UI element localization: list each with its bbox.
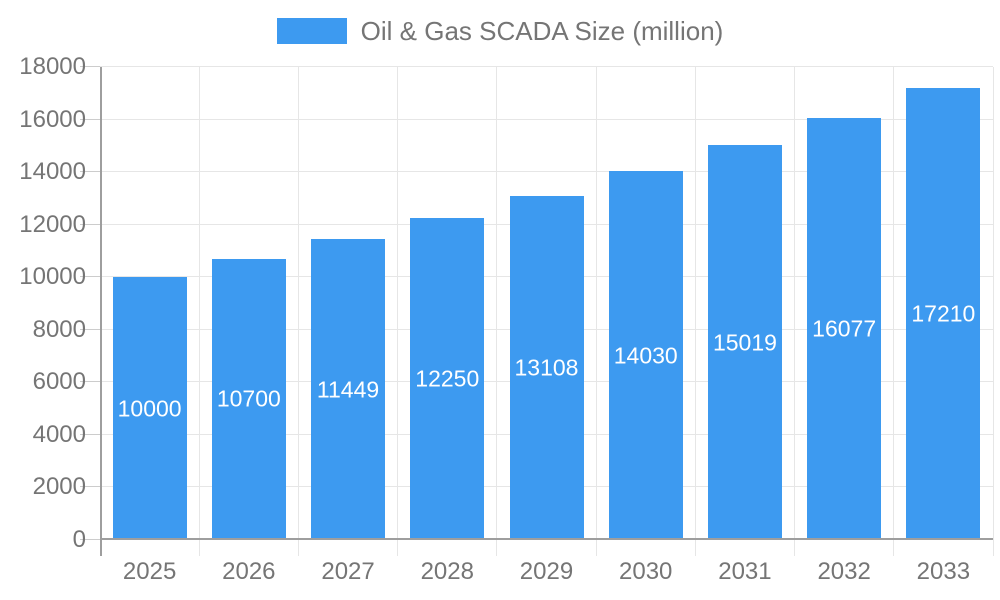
y-axis-tick [80, 381, 100, 383]
y-axis-label: 2000 [32, 473, 86, 501]
x-axis-label: 2033 [916, 558, 971, 585]
bar-value-label: 15019 [712, 329, 777, 356]
y-axis-label: 16000 [19, 105, 86, 133]
bar-2025[interactable]: 10000 [112, 277, 187, 540]
y-axis-line [100, 67, 102, 556]
bar-2029[interactable]: 13108 [509, 195, 584, 540]
bar-value-label: 10000 [117, 395, 182, 422]
gridline-vertical [694, 67, 696, 556]
bar-value-label: 10700 [216, 385, 281, 412]
gridline-horizontal [100, 118, 993, 120]
gridline-vertical [297, 67, 299, 556]
bar-2028[interactable]: 12250 [410, 218, 485, 540]
gridline-vertical [595, 67, 597, 556]
bar-2031[interactable]: 15019 [707, 145, 782, 540]
y-axis-tick [80, 171, 100, 173]
y-axis-label: 8000 [32, 315, 86, 343]
x-axis-label: 2027 [321, 558, 375, 585]
bar-value-label: 16077 [812, 315, 877, 342]
legend-swatch [276, 18, 347, 44]
x-axis-label: 2031 [718, 558, 772, 585]
gridline-vertical [794, 67, 796, 556]
gridline-vertical [992, 67, 994, 556]
y-axis-tick [80, 223, 100, 225]
y-axis-tick [80, 66, 100, 67]
y-axis-tick [80, 118, 100, 120]
x-axis-label: 2026 [222, 558, 276, 585]
y-axis-tick [80, 486, 100, 488]
legend-label: Oil & Gas SCADA Size (million) [360, 16, 724, 46]
y-axis-label: 4000 [32, 420, 86, 448]
x-axis-label: 2025 [122, 558, 177, 585]
chart-legend: Oil & Gas SCADA Size (million) [0, 16, 1000, 46]
bar-2026[interactable]: 10700 [211, 258, 286, 540]
gridline-vertical [198, 67, 200, 556]
gridline-horizontal [100, 66, 993, 67]
bar-value-label: 12250 [415, 365, 480, 392]
bar-2032[interactable]: 16077 [807, 117, 882, 540]
x-axis-label: 2032 [817, 558, 871, 585]
x-axis-label: 2030 [619, 558, 673, 585]
bar-2030[interactable]: 14030 [608, 171, 683, 540]
x-axis-label: 2029 [519, 558, 574, 585]
y-axis-label: 10000 [19, 263, 86, 291]
bar-2033[interactable]: 17210 [906, 87, 981, 540]
gridline-vertical [397, 67, 399, 556]
plot-area: 10000 10700 11449 12250 13108 14030 15019 16077… [100, 66, 994, 556]
bar-2027[interactable]: 11449 [311, 239, 386, 540]
y-axis-label: 6000 [32, 368, 86, 396]
bar-value-label: 14030 [613, 342, 678, 369]
x-axis-line [100, 538, 993, 540]
bar-value-label: 17210 [911, 300, 976, 327]
y-axis-tick [80, 328, 100, 330]
gridline-vertical [496, 67, 498, 556]
y-axis-label: 12000 [19, 210, 86, 238]
y-axis-label: 14000 [19, 158, 86, 186]
gridline-vertical [893, 67, 895, 556]
bar-value-label: 13108 [514, 354, 579, 381]
gridline-horizontal [100, 171, 993, 173]
y-axis-label: 18000 [19, 53, 86, 80]
y-axis-label: 0 [72, 526, 86, 553]
y-axis-tick [80, 433, 100, 435]
y-axis-tick [80, 539, 100, 540]
bar-value-label: 11449 [316, 376, 380, 403]
x-axis-label: 2028 [420, 558, 474, 585]
y-axis-tick [80, 276, 100, 278]
